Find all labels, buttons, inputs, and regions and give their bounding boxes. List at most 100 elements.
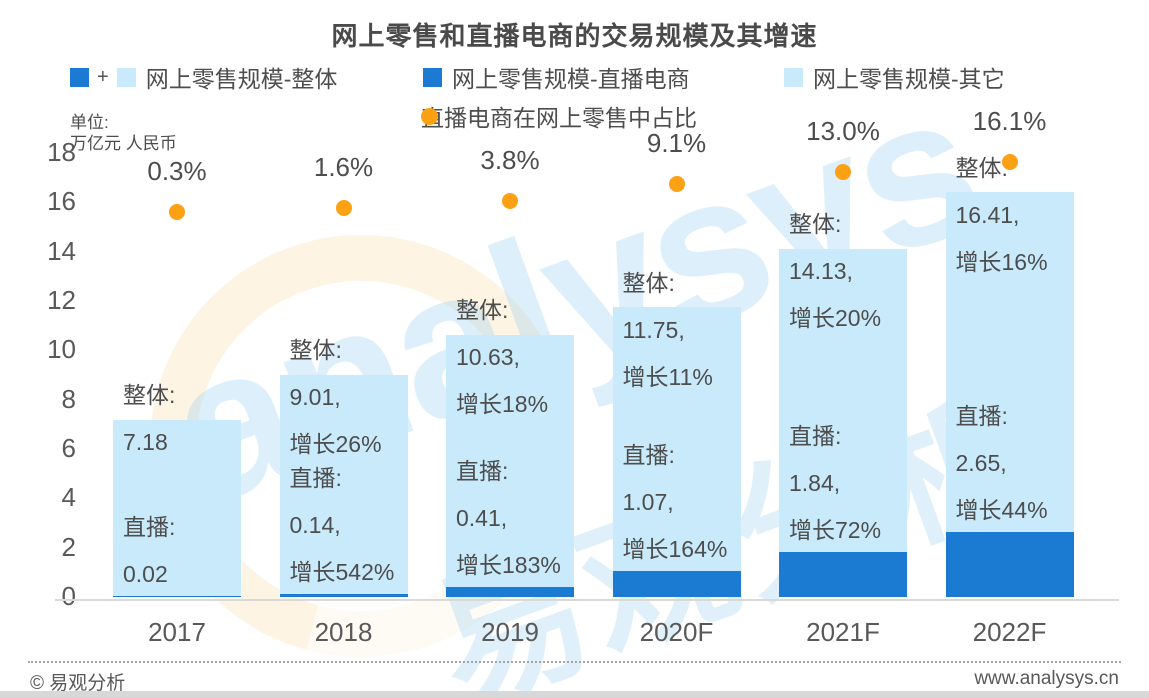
bar-total-2017 bbox=[113, 419, 241, 597]
annotation-line: 增长26% bbox=[289, 431, 382, 458]
annotation-line: 增长44% bbox=[955, 496, 1048, 523]
legend-plus-sign: + bbox=[97, 65, 109, 88]
annotation-line: 增长16% bbox=[955, 248, 1048, 275]
annotation-overall-2020F: 整体: 11.75, 增长11% bbox=[623, 260, 713, 401]
legend-label-ratio: 直播电商在网上零售中占比 bbox=[421, 105, 697, 131]
annotation-line: 整体: bbox=[456, 297, 509, 324]
ratio-dot-2019 bbox=[502, 193, 518, 210]
annotation-line: 增长20% bbox=[789, 305, 882, 332]
y-axis-tick-8: 8 bbox=[61, 383, 76, 414]
annotation-line: 16.41, bbox=[955, 201, 1020, 228]
annotation-live-2022F: 直播: 2.65, 增长44% bbox=[956, 393, 1048, 534]
annotation-line: 整体: bbox=[789, 211, 842, 238]
x-axis-label-2021F: 2021F bbox=[806, 617, 880, 647]
annotation-line: 2.65, bbox=[955, 449, 1007, 476]
legend-swatch-light-blue bbox=[116, 67, 136, 87]
bar-live-2018 bbox=[279, 593, 408, 597]
annotation-line: 整体: bbox=[955, 154, 1008, 181]
annotation-overall-2018: 整体: 9.01, 增长26% bbox=[290, 327, 382, 468]
ratio-dot-2021F bbox=[835, 163, 851, 180]
chart-title: 网上零售和直播电商的交易规模及其增速 bbox=[331, 21, 818, 51]
annotation-line: 1.07, bbox=[622, 488, 674, 515]
ratio-label-2021F: 13.0% bbox=[806, 115, 880, 146]
annotation-line: 增长18% bbox=[456, 391, 549, 418]
annotation-line: 9.01, bbox=[289, 384, 341, 411]
unit-label: 单位: 万亿元 人民币 bbox=[70, 112, 177, 154]
legend-item-overall: + 网上零售规模-整体 bbox=[70, 64, 337, 92]
legend-swatch-orange-dot bbox=[421, 107, 438, 125]
y-axis-tick-6: 6 bbox=[61, 433, 76, 464]
annotation-line: 0.02 bbox=[123, 560, 168, 587]
bar-total-2019 bbox=[446, 334, 574, 597]
bottom-border-strip bbox=[0, 691, 1149, 698]
unit-label-line1: 单位: bbox=[70, 113, 109, 132]
legend-swatch-light-blue bbox=[784, 67, 803, 87]
ratio-label-2020F: 9.1% bbox=[646, 128, 707, 159]
annotation-line: 整体: bbox=[289, 337, 342, 364]
annotation-live-2019: 直播: 0.41, 增长183% bbox=[456, 448, 561, 589]
footer-source-credit: © 易观分析 bbox=[30, 673, 126, 694]
annotation-line: 直播: bbox=[123, 513, 176, 540]
ratio-label-2017: 0.3% bbox=[147, 156, 207, 187]
annotation-overall-2017: 整体: 7.18 bbox=[123, 372, 175, 466]
annotation-line: 增长183% bbox=[456, 551, 561, 578]
x-axis-label-2020F: 2020F bbox=[639, 617, 714, 647]
annotation-line: 增长542% bbox=[289, 558, 395, 585]
y-axis-tick-14: 14 bbox=[47, 235, 76, 266]
annotation-overall-2021F: 整体: 14.13, 增长20% bbox=[789, 201, 881, 342]
annotation-line: 0.41, bbox=[456, 504, 508, 531]
legend-label-overall: 网上零售规模-整体 bbox=[145, 66, 338, 92]
y-axis-tick-16: 16 bbox=[47, 186, 76, 217]
annotation-line: 7.18 bbox=[123, 429, 168, 456]
y-axis-tick-12: 12 bbox=[47, 285, 76, 316]
ratio-dot-2020F bbox=[668, 176, 685, 193]
legend-item-other: 网上零售规模-其它 bbox=[784, 64, 1005, 92]
annotation-line: 1.84, bbox=[789, 469, 841, 496]
bar-total-2018 bbox=[279, 374, 408, 597]
annotation-line: 直播: bbox=[289, 464, 342, 491]
annotation-line: 11.75, bbox=[622, 316, 685, 343]
annotation-live-2017: 直播: 0.02 bbox=[123, 504, 175, 598]
y-axis-tick-18: 18 bbox=[47, 137, 76, 168]
footer-divider bbox=[28, 661, 1121, 663]
annotation-line: 增长164% bbox=[622, 535, 728, 562]
bar-total-2021F bbox=[779, 248, 907, 597]
bar-total-2022F bbox=[945, 192, 1074, 597]
x-axis-line bbox=[55, 599, 1119, 601]
bar-live-2022F bbox=[945, 531, 1074, 597]
annotation-line: 增长72% bbox=[789, 516, 882, 543]
ratio-label-2022F: 16.1% bbox=[972, 106, 1047, 137]
legend-swatch-dark-blue bbox=[70, 67, 89, 87]
annotation-line: 10.63, bbox=[456, 344, 520, 371]
annotation-line: 直播: bbox=[789, 422, 842, 449]
ratio-dot-2018 bbox=[335, 200, 352, 217]
bar-total-2020F bbox=[612, 307, 741, 597]
annotation-line: 整体: bbox=[622, 269, 675, 296]
x-axis-label-2018: 2018 bbox=[314, 617, 373, 647]
bar-live-2020F bbox=[612, 570, 741, 597]
legend-label-live: 网上零售规模-直播电商 bbox=[452, 66, 690, 92]
legend-item-ratio: 直播电商在网上零售中占比 bbox=[421, 103, 697, 131]
y-axis-tick-10: 10 bbox=[47, 334, 76, 365]
annotation-line: 0.14, bbox=[289, 511, 341, 538]
annotation-live-2021F: 直播: 1.84, 增长72% bbox=[789, 413, 881, 554]
y-axis-tick-2: 2 bbox=[61, 531, 76, 562]
footer-website-link[interactable]: www.analysys.cn bbox=[974, 668, 1119, 689]
ratio-label-2018: 1.6% bbox=[313, 152, 374, 183]
annotation-live-2018: 直播: 0.14, 增长542% bbox=[290, 455, 395, 596]
ratio-dot-2017 bbox=[169, 204, 185, 221]
legend-item-live: 网上零售规模-直播电商 bbox=[423, 64, 690, 92]
y-axis-tick-0: 0 bbox=[61, 581, 76, 611]
x-axis-label-2017: 2017 bbox=[148, 617, 206, 647]
ratio-label-2019: 3.8% bbox=[480, 145, 540, 176]
annotation-line: 增长11% bbox=[622, 363, 713, 390]
bar-live-2017 bbox=[113, 595, 241, 597]
bar-live-2019 bbox=[446, 586, 574, 597]
annotation-live-2020F: 直播: 1.07, 增长164% bbox=[623, 432, 728, 573]
unit-label-line2: 万亿元 人民币 bbox=[70, 134, 177, 153]
annotation-line: 直播: bbox=[955, 402, 1008, 429]
annotation-overall-2022F: 整体: 16.41, 增长16% bbox=[956, 145, 1048, 286]
ratio-dot-2022F bbox=[1001, 154, 1018, 171]
y-axis-tick-4: 4 bbox=[61, 482, 76, 513]
